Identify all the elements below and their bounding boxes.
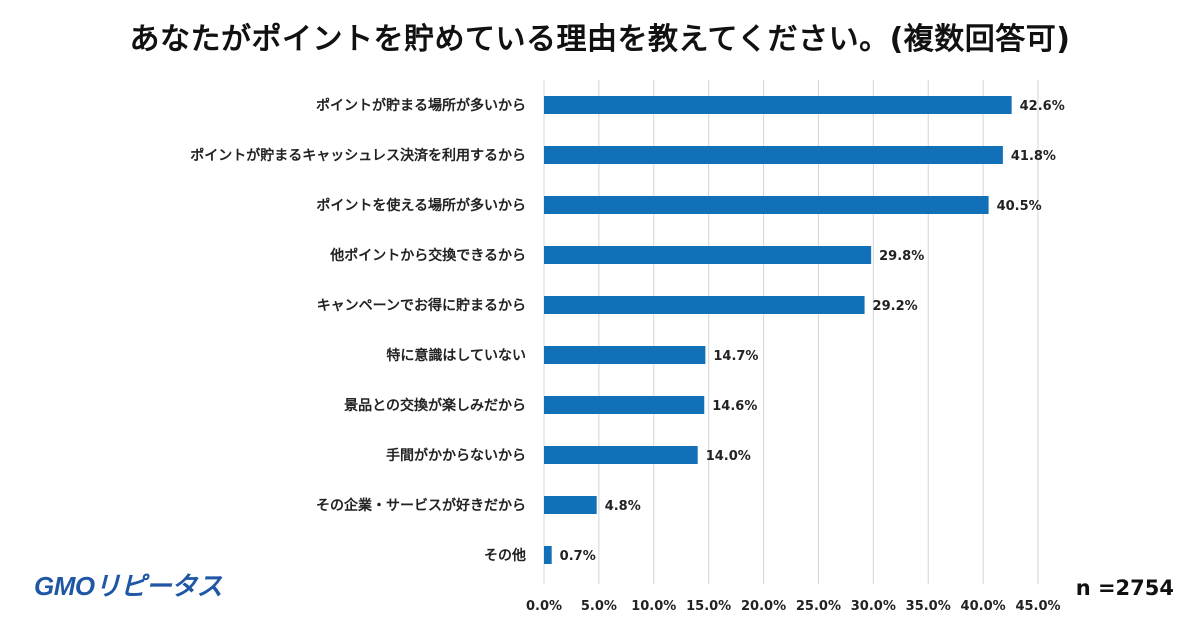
x-tick-label: 10.0% (631, 599, 676, 614)
bar (544, 296, 865, 314)
category-label: 景品との交換が楽しみだから (344, 397, 526, 414)
category-label: その企業・サービスが好きだから (316, 497, 526, 514)
value-label: 29.2% (873, 299, 918, 314)
bar (544, 546, 552, 564)
x-tick-label: 5.0% (581, 599, 617, 614)
x-tick-label: 35.0% (906, 599, 951, 614)
x-tick-label: 20.0% (741, 599, 786, 614)
value-label: 40.5% (997, 199, 1042, 214)
value-label: 14.6% (712, 399, 757, 414)
bar (544, 346, 706, 364)
x-tick-label: 15.0% (686, 599, 731, 614)
page-title: あなたがポイントを貯めている理由を教えてください。(複数回答可) (129, 22, 1071, 57)
category-label: 特に意識はしていない (386, 347, 526, 364)
bar (544, 146, 1003, 164)
x-tick-label: 25.0% (796, 599, 841, 614)
category-label: ポイントを使える場所が多いから (316, 197, 526, 214)
x-tick-label: 0.0% (526, 599, 562, 614)
x-tick-label: 30.0% (851, 599, 896, 614)
category-label: ポイントが貯まる場所が多いから (316, 97, 526, 114)
bar (544, 396, 705, 414)
value-label: 4.8% (605, 499, 641, 514)
category-label: ポイントが貯まるキャッシュレス決済を利用するから (190, 147, 526, 164)
bar (544, 196, 989, 214)
value-label: 42.6% (1020, 99, 1065, 114)
category-label: 他ポイントから交換できるから (329, 247, 526, 264)
bar (544, 96, 1012, 114)
value-label: 29.8% (879, 249, 924, 264)
category-label: その他 (484, 547, 526, 564)
value-label: 14.0% (706, 449, 751, 464)
x-tick-label: 40.0% (961, 599, 1006, 614)
value-label: 41.8% (1011, 149, 1056, 164)
x-tick-label: 45.0% (1015, 599, 1060, 614)
value-label: 14.7% (713, 349, 758, 364)
sample-size-label: n =2754 (1075, 576, 1174, 600)
bar (544, 246, 872, 264)
bar (544, 496, 597, 514)
category-label: キャンペーンでお得に貯まるから (317, 297, 526, 314)
category-label: 手間がかからないから (386, 447, 526, 464)
value-label: 0.7% (560, 549, 596, 564)
bar (544, 446, 698, 464)
brand-logo: GMOリピータス (34, 571, 223, 601)
